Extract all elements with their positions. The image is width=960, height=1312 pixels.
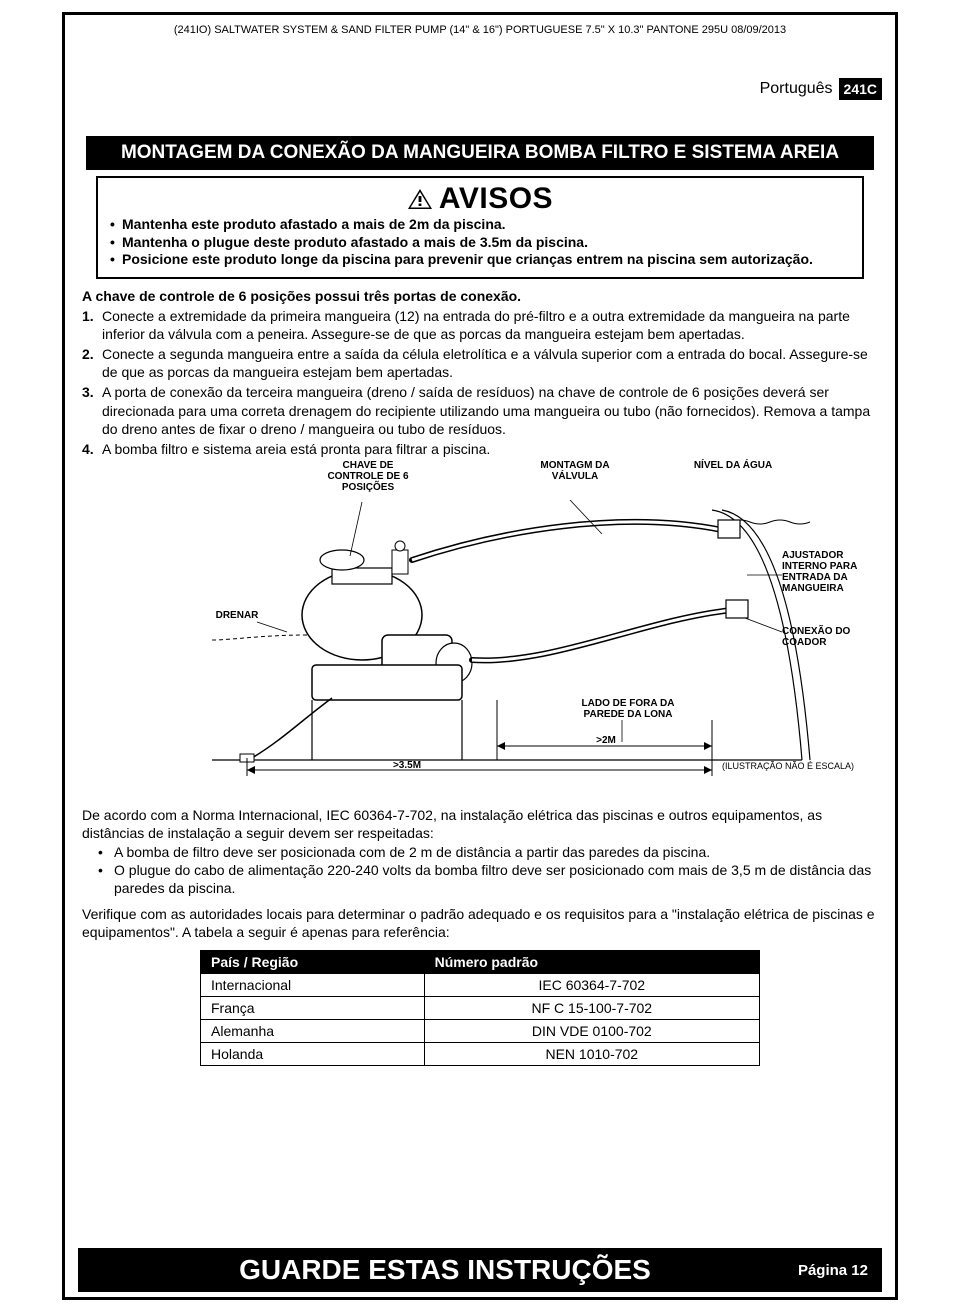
label-adjuster: AJUSTADOR INTERNO PARA ENTRADA DA MANGUE… <box>782 550 872 594</box>
table-row: InternacionalIEC 60364-7-702 <box>201 973 760 996</box>
instructions: A chave de controle de 6 posições possui… <box>82 287 878 459</box>
lead-text: A chave de controle de 6 posições possui… <box>82 287 878 305</box>
language-label: Português <box>760 80 833 98</box>
step-item: 4.A bomba filtro e sistema areia está pr… <box>82 440 878 458</box>
language-row: Português 241C <box>70 78 882 100</box>
verify-paragraph: Verifique com as autoridades locais para… <box>82 905 878 941</box>
label-wall: LADO DE FORA DA PAREDE DA LONA <box>578 698 678 720</box>
save-instructions: GUARDE ESTAS INSTRUÇÕES <box>92 1254 798 1286</box>
diagram-svg <box>82 460 882 800</box>
label-not-scale: (ILUSTRAÇÃO NÃO É ESCALA) <box>698 762 878 772</box>
section-title: MONTAGEM DA CONEXÃO DA MANGUEIRA BOMBA F… <box>86 136 874 170</box>
table-row: FrançaNF C 15-100-7-702 <box>201 996 760 1019</box>
warning-header: AVISOS <box>108 182 852 216</box>
label-35m: >3.5M <box>382 760 432 771</box>
norm-bullets: A bomba de filtro deve ser posicionada c… <box>82 843 878 898</box>
step-item: 2.Conecte a segunda mangueira entre a sa… <box>82 345 878 381</box>
table-row: HolandaNEN 1010-702 <box>201 1042 760 1065</box>
label-drain: DRENAR <box>212 610 262 621</box>
label-water-level: NÍVEL DA ÁGUA <box>688 460 778 471</box>
label-strainer: CONEXÃO DO COADOR <box>782 626 872 648</box>
warning-box: AVISOS Mantenha este produto afastado a … <box>96 176 864 279</box>
step-item: 1.Conecte a extremidade da primeira mang… <box>82 307 878 343</box>
step-item: 3.A porta de conexão da terceira manguei… <box>82 383 878 438</box>
header: (241IO) SALTWATER SYSTEM & SAND FILTER P… <box>70 18 890 100</box>
norm-bullet: O plugue do cabo de alimentação 220-240 … <box>98 861 878 897</box>
warning-item: Posicione este produto longe da piscina … <box>108 251 852 269</box>
standards-table: País / Região Número padrão Internaciona… <box>200 950 760 1066</box>
page-number: Página 12 <box>798 1262 868 1279</box>
footer-bar: GUARDE ESTAS INSTRUÇÕES Página 12 <box>78 1248 882 1292</box>
steps-list: 1.Conecte a extremidade da primeira mang… <box>82 307 878 459</box>
language-badge: 241C <box>839 78 882 100</box>
warning-title: AVISOS <box>439 182 553 215</box>
content: MONTAGEM DA CONEXÃO DA MANGUEIRA BOMBA F… <box>70 128 890 1066</box>
norm-paragraph: De acordo com a Norma Internacional, IEC… <box>82 806 878 897</box>
warning-icon <box>407 188 433 210</box>
column-header: País / Região <box>201 950 425 973</box>
installation-diagram: CHAVE DE CONTROLE DE 6 POSIÇÕES MONTAGM … <box>82 460 878 800</box>
table-row: AlemanhaDIN VDE 0100-702 <box>201 1019 760 1042</box>
label-valve-mount: MONTAGM DA VÁLVULA <box>530 460 620 482</box>
document-code: (241IO) SALTWATER SYSTEM & SAND FILTER P… <box>70 24 890 36</box>
table-header-row: País / Região Número padrão <box>201 950 760 973</box>
warning-item: Mantenha o plugue deste produto afastado… <box>108 234 852 252</box>
label-valve6: CHAVE DE CONTROLE DE 6 POSIÇÕES <box>318 460 418 493</box>
column-header: Número padrão <box>424 950 759 973</box>
norm-bullet: A bomba de filtro deve ser posicionada c… <box>98 843 878 861</box>
warning-item: Mantenha este produto afastado a mais de… <box>108 216 852 234</box>
warning-list: Mantenha este produto afastado a mais de… <box>108 216 852 269</box>
label-2m: >2M <box>586 735 626 746</box>
